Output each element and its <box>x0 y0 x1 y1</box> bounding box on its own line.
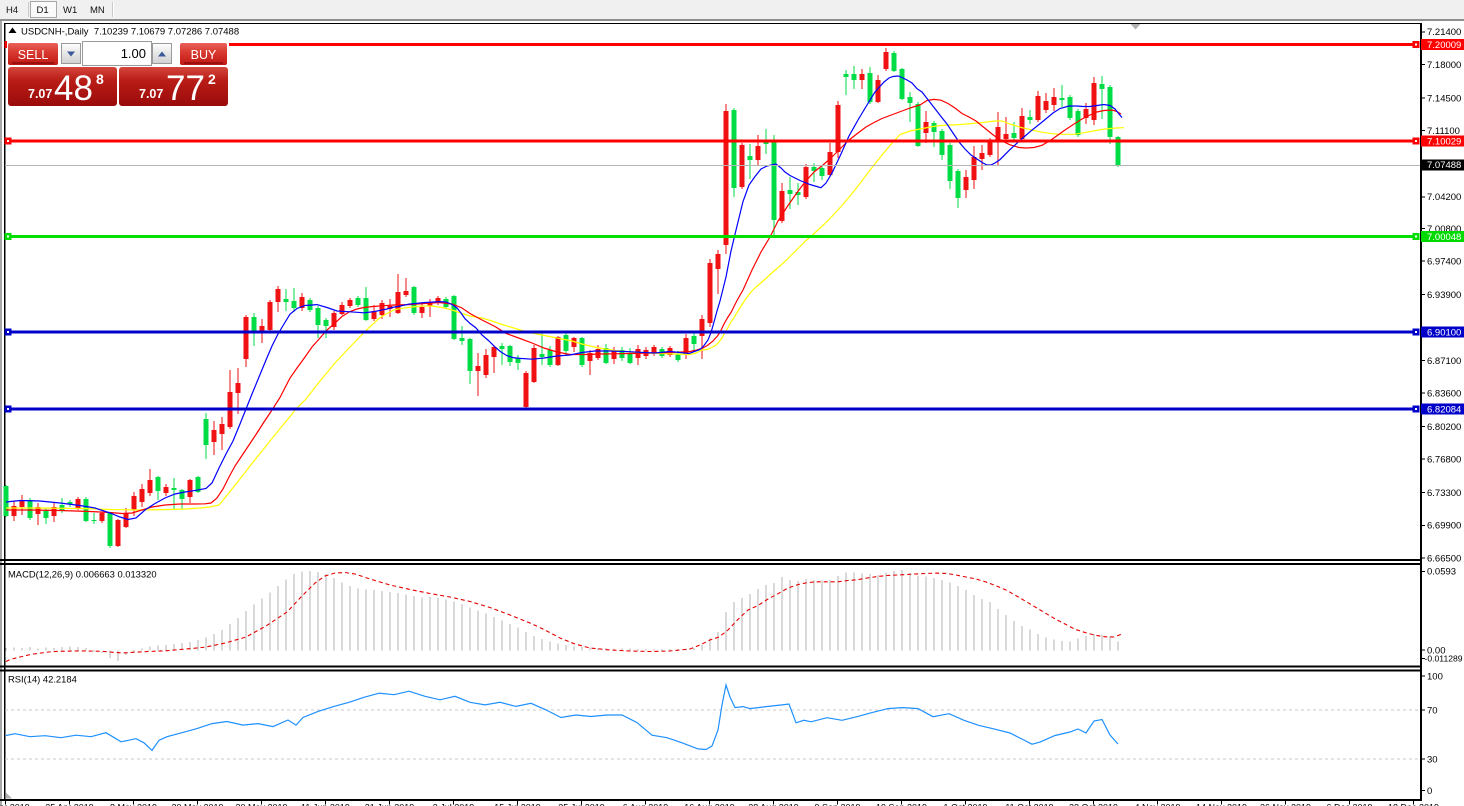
svg-text:23 Oct 2019: 23 Oct 2019 <box>1069 803 1118 806</box>
svg-text:25 Jul 2019: 25 Jul 2019 <box>558 803 605 806</box>
svg-text:7.11100: 7.11100 <box>1427 126 1460 137</box>
svg-text:H4: H4 <box>6 5 18 16</box>
svg-text:6.76800: 6.76800 <box>1427 455 1461 466</box>
svg-text:0.0593: 0.0593 <box>1427 567 1456 578</box>
svg-text:6.97400: 6.97400 <box>1427 256 1461 267</box>
svg-text:6.82084: 6.82084 <box>1427 405 1461 416</box>
svg-text:4 Nov 2019: 4 Nov 2019 <box>1134 803 1180 806</box>
svg-text:8 May 2019: 8 May 2019 <box>110 803 157 806</box>
svg-text:15 Jul 2019: 15 Jul 2019 <box>494 803 541 806</box>
svg-text:D1: D1 <box>37 5 49 16</box>
svg-text:11 Oct 2019: 11 Oct 2019 <box>1005 803 1053 806</box>
svg-text:7.18000: 7.18000 <box>1427 60 1461 71</box>
svg-text:MACD(12,26,9) 0.006663 0.01332: MACD(12,26,9) 0.006663 0.013320 <box>8 569 157 580</box>
svg-text:30 May 2019: 30 May 2019 <box>235 803 287 806</box>
svg-text:W1: W1 <box>63 5 77 16</box>
svg-text:30: 30 <box>1427 754 1438 765</box>
svg-text:6.90100: 6.90100 <box>1427 328 1461 339</box>
svg-text:7.10029: 7.10029 <box>1427 136 1461 147</box>
svg-text:1 Oct 2019: 1 Oct 2019 <box>943 803 987 806</box>
svg-text:100: 100 <box>1427 671 1443 682</box>
svg-text:21 Jun 2019: 21 Jun 2019 <box>365 803 415 806</box>
svg-text:26 Nov 2019: 26 Nov 2019 <box>1260 803 1311 806</box>
svg-text:7.20009: 7.20009 <box>1427 40 1461 51</box>
svg-text:15 Apr 2019: 15 Apr 2019 <box>0 803 30 806</box>
svg-text:16 Aug 2019: 16 Aug 2019 <box>684 803 735 806</box>
svg-text:6.80200: 6.80200 <box>1427 422 1461 433</box>
svg-text:6.87100: 6.87100 <box>1427 356 1461 367</box>
svg-text:0: 0 <box>1427 786 1432 797</box>
svg-text:20 May 2019: 20 May 2019 <box>171 803 223 806</box>
svg-text:14 Nov 2019: 14 Nov 2019 <box>1196 803 1247 806</box>
svg-text:6.69900: 6.69900 <box>1427 521 1461 532</box>
svg-text:6 Aug 2019: 6 Aug 2019 <box>623 803 669 806</box>
svg-text:6.93900: 6.93900 <box>1427 290 1461 301</box>
svg-text:6.66500: 6.66500 <box>1427 553 1461 564</box>
svg-text:7.00048: 7.00048 <box>1427 232 1461 243</box>
svg-text:7.21400: 7.21400 <box>1427 27 1461 38</box>
svg-text:6.73300: 6.73300 <box>1427 488 1461 499</box>
svg-text:RSI(14) 42.2184: RSI(14) 42.2184 <box>8 674 77 685</box>
svg-text:19 Sep 2019: 19 Sep 2019 <box>876 803 927 806</box>
svg-text:11 Jun 2019: 11 Jun 2019 <box>301 803 350 806</box>
svg-text:0.00: 0.00 <box>1427 645 1446 656</box>
svg-text:7.14500: 7.14500 <box>1427 93 1461 104</box>
svg-text:7.07488: 7.07488 <box>1427 160 1461 171</box>
svg-text:USDCNH-,Daily 7.10239 7.10679: USDCNH-,Daily 7.10239 7.10679 7.07286 7.… <box>21 27 239 38</box>
svg-text:9 Sep 2019: 9 Sep 2019 <box>814 803 860 806</box>
svg-text:7.00800: 7.00800 <box>1427 224 1461 235</box>
svg-text:-0.011289: -0.011289 <box>1425 654 1463 664</box>
svg-text:18 Dec 2019: 18 Dec 2019 <box>1388 803 1439 806</box>
svg-text:6.83600: 6.83600 <box>1427 388 1461 399</box>
svg-text:70: 70 <box>1427 705 1438 716</box>
svg-text:MN: MN <box>90 5 105 16</box>
svg-text:25 Apr 2019: 25 Apr 2019 <box>45 803 94 806</box>
svg-text:3 Jul 2019: 3 Jul 2019 <box>433 803 475 806</box>
svg-text:28 Aug 2019: 28 Aug 2019 <box>748 803 799 806</box>
svg-text:7.04200: 7.04200 <box>1427 192 1461 203</box>
svg-text:6 Dec 2019: 6 Dec 2019 <box>1326 803 1372 806</box>
